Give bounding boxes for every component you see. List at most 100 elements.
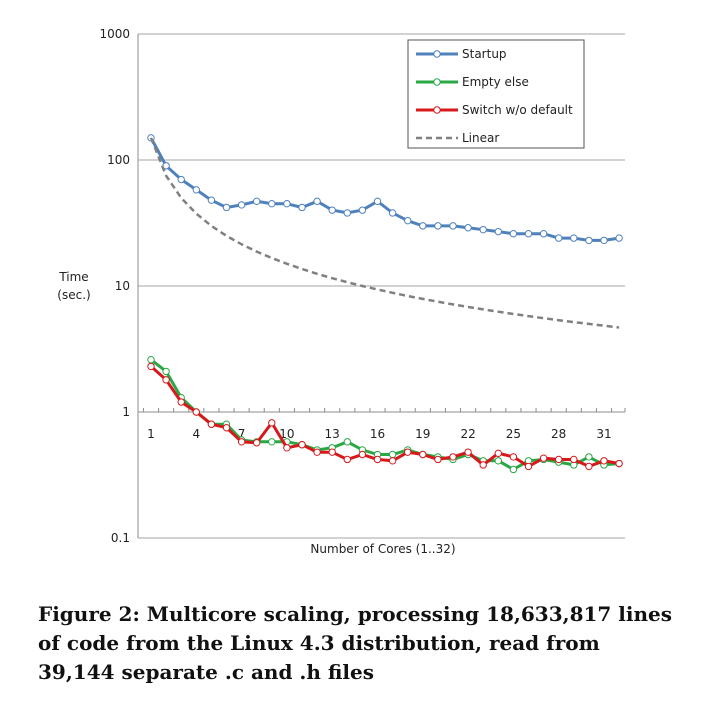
data-point	[419, 222, 427, 230]
y-tick-label: 1000	[99, 27, 130, 41]
data-point	[192, 408, 201, 416]
data-point	[434, 455, 442, 464]
x-tick-label: 1	[147, 427, 155, 441]
data-point	[177, 398, 185, 406]
legend-marker-startup	[433, 50, 441, 58]
data-point	[600, 236, 608, 245]
x-tick-label: 28	[551, 427, 566, 441]
data-point	[585, 453, 593, 461]
data-point	[207, 196, 216, 204]
series-lines	[147, 134, 623, 474]
y-axis-title-line1: Time	[58, 270, 88, 284]
x-tick-label: 25	[506, 427, 521, 441]
x-tick-label: 19	[415, 427, 430, 441]
chart: 0.1 1 10 100 1000 1 4 7 10 13 16 19 22 25 28 31 Startup…	[57, 27, 626, 556]
data-point	[343, 455, 351, 464]
x-tick-label: 7	[238, 427, 246, 441]
data-point	[313, 197, 321, 206]
data-point	[494, 457, 502, 465]
axes: 0.1 1 10 100 1000 1 4 7 10 13 16 19 22 25 28 31	[99, 27, 626, 545]
data-point	[388, 450, 397, 459]
x-axis-title: Number of Cores (1..32)	[310, 542, 455, 556]
data-point	[615, 459, 623, 468]
legend-box	[407, 39, 585, 149]
legend-label-startup: Startup	[462, 47, 507, 61]
data-point	[192, 186, 201, 194]
data-point	[207, 420, 216, 428]
data-point	[404, 448, 412, 456]
series-line-startup	[149, 137, 620, 242]
data-point	[494, 449, 502, 458]
legend-label-empty-else: Empty else	[462, 75, 529, 89]
data-point	[237, 438, 246, 446]
data-point	[509, 465, 518, 474]
y-tick-label: 0.1	[111, 531, 130, 545]
legend-label-switch-w-o-default: Switch w/o default	[462, 103, 573, 117]
data-point	[570, 455, 578, 464]
data-point	[268, 199, 276, 208]
legend-label-linear: Linear	[462, 131, 499, 145]
x-tick-label: 16	[370, 427, 385, 441]
data-point	[494, 227, 502, 236]
data-point	[373, 455, 382, 464]
data-point	[585, 462, 593, 471]
data-point	[328, 448, 336, 456]
data-point	[268, 438, 276, 446]
y-axis-title-line2: (sec.)	[57, 288, 90, 302]
data-point	[464, 448, 472, 456]
x-tick-label: 31	[596, 427, 611, 441]
data-point	[177, 175, 185, 184]
data-point	[600, 457, 608, 465]
data-point	[253, 197, 261, 206]
series-line-linear	[149, 137, 620, 329]
data-point	[343, 438, 351, 446]
legend-marker-empty-else	[433, 78, 441, 86]
figure-caption: Figure 2: Multicore scaling, processing …	[38, 602, 673, 684]
data-point	[570, 234, 578, 242]
data-point	[449, 222, 457, 230]
x-tick-label: 22	[460, 427, 475, 441]
data-point	[162, 376, 170, 384]
data-point	[283, 199, 291, 208]
data-point	[328, 206, 336, 214]
data-point	[313, 448, 321, 456]
legend-marker-switch-w-o-default	[433, 106, 441, 114]
series-line-empty-else	[150, 358, 620, 472]
data-point	[419, 450, 427, 459]
data-point	[539, 230, 548, 238]
data-point	[555, 455, 563, 464]
data-point	[509, 453, 518, 461]
y-tick-label: 100	[107, 153, 130, 167]
data-point	[585, 236, 593, 245]
data-point	[162, 367, 170, 376]
data-point	[479, 461, 487, 469]
data-point	[388, 209, 397, 217]
y-tick-label: 1	[122, 405, 130, 419]
data-point	[434, 222, 442, 230]
data-point	[479, 225, 487, 234]
data-point	[283, 444, 291, 452]
data-point	[343, 209, 351, 217]
x-tick-label: 13	[325, 427, 340, 441]
data-point	[524, 230, 533, 238]
data-point	[373, 197, 382, 206]
data-point	[388, 457, 397, 465]
data-point	[147, 356, 155, 364]
series-line-switch-w-o-default	[150, 365, 620, 469]
data-point	[147, 362, 155, 371]
data-point	[358, 450, 367, 459]
data-point	[253, 439, 261, 447]
data-point	[404, 216, 412, 225]
data-point	[298, 203, 306, 212]
data-point	[449, 453, 457, 461]
data-point	[358, 206, 367, 214]
legend: Startup Empty else Switch w/o default Linea…	[407, 39, 585, 149]
data-point	[464, 224, 472, 232]
data-point	[268, 419, 276, 427]
data-point	[555, 234, 563, 242]
data-point	[222, 203, 231, 212]
x-tick-label: 4	[192, 427, 200, 441]
data-point	[509, 230, 518, 238]
x-tick-label: 10	[279, 427, 294, 441]
data-point	[222, 424, 231, 432]
